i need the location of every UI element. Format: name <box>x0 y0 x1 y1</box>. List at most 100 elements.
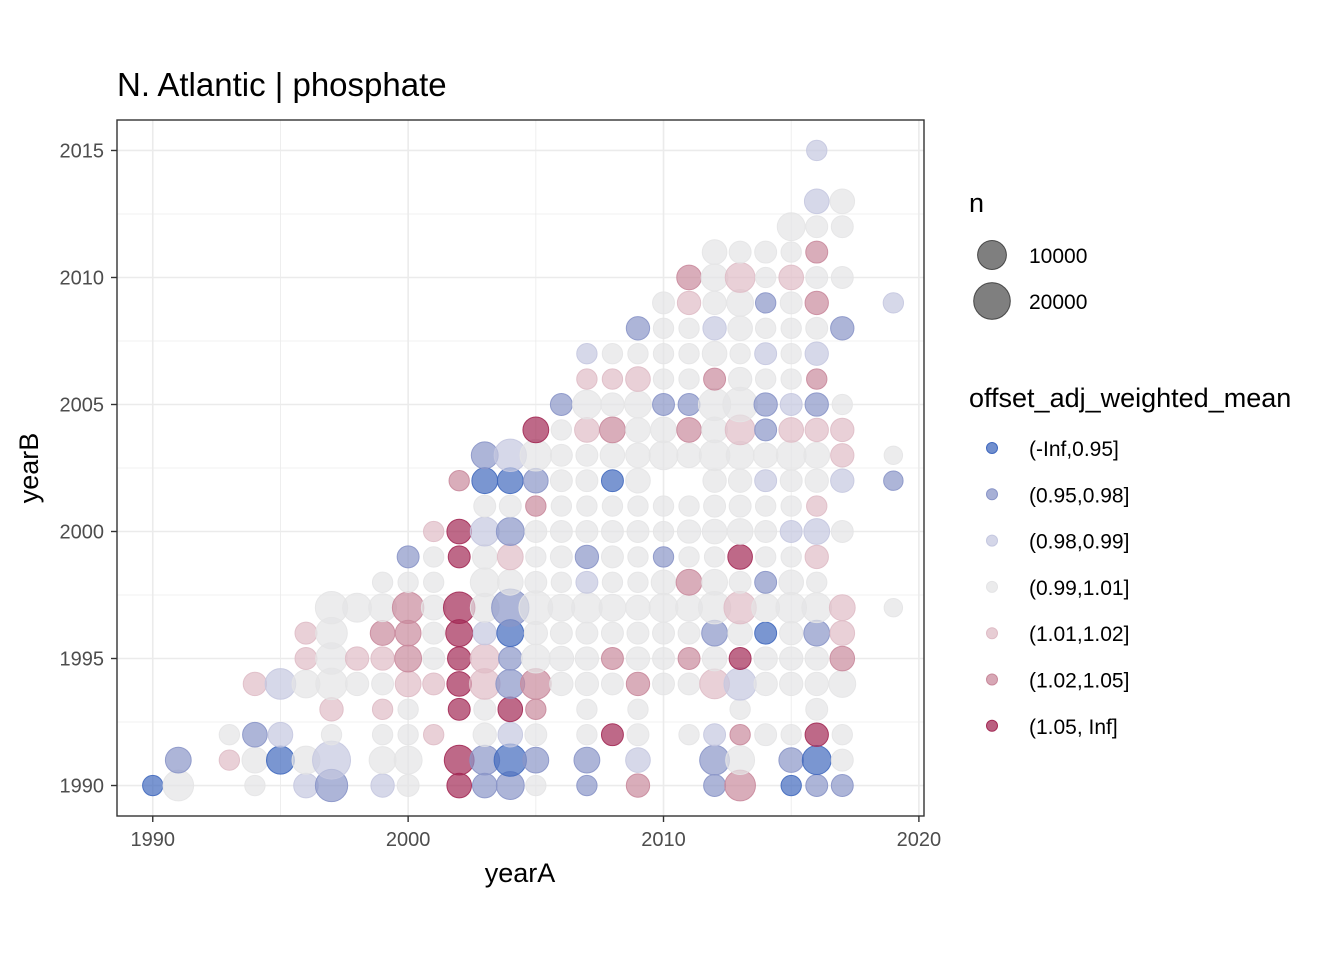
data-point <box>371 571 394 593</box>
data-point <box>264 668 297 700</box>
data-point <box>498 494 522 518</box>
data-point <box>806 571 828 593</box>
data-point <box>601 571 624 593</box>
y-tick-label: 2010 <box>60 267 105 289</box>
data-point <box>754 342 778 366</box>
data-point <box>677 672 701 696</box>
data-point <box>676 264 702 291</box>
data-point <box>241 746 269 774</box>
data-point <box>652 495 675 517</box>
data-point <box>601 495 624 517</box>
data-point <box>729 343 751 365</box>
data-point <box>393 745 423 775</box>
y-tick-label: 2015 <box>60 140 105 162</box>
data-point <box>164 746 192 774</box>
data-point <box>625 671 651 697</box>
data-point <box>626 520 650 543</box>
data-point <box>447 545 471 569</box>
data-point <box>779 393 803 416</box>
data-point <box>576 698 598 720</box>
data-point <box>423 520 445 543</box>
size-legend-key <box>977 240 1007 270</box>
data-point <box>779 671 804 697</box>
data-point <box>496 543 524 571</box>
data-point <box>700 263 729 292</box>
data-point <box>652 368 675 390</box>
data-point <box>469 567 500 598</box>
data-point <box>600 723 624 747</box>
data-point <box>496 568 524 596</box>
data-point <box>447 697 471 721</box>
y-tick-label: 1995 <box>60 649 105 671</box>
data-point <box>599 416 626 444</box>
data-point <box>397 724 419 746</box>
data-point <box>650 569 677 596</box>
data-point <box>678 368 700 390</box>
data-point <box>576 724 598 746</box>
color-legend-label: (1.05, Inf] <box>1029 716 1118 739</box>
data-point <box>701 518 728 545</box>
data-point <box>676 519 702 544</box>
y-axis-title: yearB <box>14 433 44 504</box>
data-point <box>780 724 802 746</box>
data-point <box>162 769 195 802</box>
data-point <box>625 366 651 392</box>
data-point <box>652 393 675 416</box>
data-point <box>883 597 904 618</box>
data-point <box>472 722 497 747</box>
size-legend-label: 10000 <box>1029 245 1087 268</box>
data-point <box>780 368 802 390</box>
data-point <box>394 644 423 673</box>
data-point <box>754 723 778 747</box>
data-point <box>805 215 829 239</box>
data-point <box>779 646 804 671</box>
data-point <box>648 592 679 623</box>
data-point <box>828 594 856 622</box>
color-legend-label: (-Inf,0.95] <box>1029 438 1119 461</box>
y-tick-label: 1990 <box>60 776 105 798</box>
data-point <box>423 571 445 593</box>
data-point <box>754 469 778 493</box>
data-point <box>574 671 600 697</box>
data-point <box>598 593 627 622</box>
data-point <box>779 620 804 646</box>
data-point <box>294 621 318 645</box>
color-legend-label: (0.95,0.98] <box>1029 484 1129 507</box>
data-point <box>627 495 649 517</box>
data-point <box>391 591 425 624</box>
data-point <box>497 696 524 723</box>
data-point <box>446 671 473 697</box>
data-point <box>627 698 649 720</box>
data-point <box>626 723 650 747</box>
data-point <box>397 698 419 720</box>
data-point <box>576 774 598 797</box>
data-point <box>652 291 675 315</box>
data-point <box>600 621 624 645</box>
data-point <box>804 646 829 671</box>
data-point <box>702 316 727 341</box>
x-tick-label: 2000 <box>386 829 431 851</box>
data-point <box>600 392 625 417</box>
data-point <box>804 722 829 747</box>
data-point <box>319 697 344 722</box>
data-point <box>574 646 600 671</box>
data-point <box>370 773 395 798</box>
data-point <box>829 645 856 672</box>
data-point <box>522 746 550 774</box>
data-point <box>576 368 598 390</box>
data-point <box>727 315 753 342</box>
data-point <box>549 443 573 467</box>
data-point <box>723 667 757 701</box>
color-legend-key <box>986 534 998 547</box>
data-point <box>575 469 599 493</box>
data-point <box>728 570 752 594</box>
data-point <box>600 520 624 543</box>
x-tick-label: 1990 <box>131 829 176 851</box>
data-point <box>831 393 853 416</box>
data-point <box>627 571 649 593</box>
size-legend-key <box>973 282 1011 320</box>
data-point <box>519 439 553 472</box>
data-point <box>549 393 573 416</box>
data-point <box>652 647 675 670</box>
data-point <box>575 520 599 543</box>
